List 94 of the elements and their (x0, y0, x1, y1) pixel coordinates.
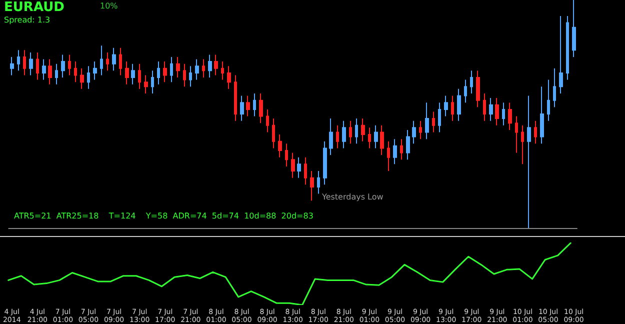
candlestick (495, 98, 499, 126)
candlestick (125, 61, 129, 85)
candlestick (368, 127, 371, 149)
candlestick (214, 54, 218, 76)
candlestick (438, 102, 441, 133)
candlestick (553, 68, 556, 108)
candlestick (310, 170, 314, 202)
candlestick (425, 102, 429, 140)
candlestick (266, 108, 269, 133)
candlestick (195, 58, 199, 80)
text: Spread: 1.3 (4, 16, 50, 24)
candlestick (55, 63, 58, 85)
candlestick (393, 138, 397, 165)
candlestick (464, 79, 467, 104)
candlestick (336, 124, 339, 149)
candlestick (342, 120, 346, 149)
candlestick (48, 58, 52, 85)
candlestick (23, 50, 26, 76)
candlestick (349, 120, 352, 144)
candlestick (515, 116, 518, 154)
candlestick (502, 102, 505, 126)
candlestick (508, 102, 512, 130)
annotation: ATR5=21 ATR25=18 T=124 Y=58 ADR=74 5d=74 10d=88 20d=83 (14, 212, 314, 220)
candlestick (87, 66, 90, 90)
candlestick (329, 118, 333, 156)
candlestick (285, 143, 288, 167)
candlestick (572, 0, 576, 58)
candlestick (208, 54, 212, 78)
candlestick (444, 95, 448, 117)
candlestick (527, 95, 531, 228)
candlestick (138, 63, 141, 90)
candlestick (476, 70, 480, 108)
candlestick (387, 140, 390, 172)
candlestick (374, 124, 378, 149)
candlestick (259, 92, 263, 124)
candlestick (240, 95, 244, 122)
candlestick (278, 134, 282, 158)
candlestick (355, 118, 358, 144)
candlestick (106, 52, 109, 72)
candlestick (163, 61, 167, 83)
candlestick (29, 52, 33, 76)
candlestick (80, 68, 84, 90)
candlestick (272, 118, 275, 149)
candlestick (457, 88, 461, 122)
candlestick (412, 120, 416, 144)
candlestick (451, 95, 454, 122)
candlestick (246, 95, 250, 117)
candlestick (176, 56, 180, 78)
annotation: Yesterdays Low (321, 192, 384, 202)
candlestick (93, 61, 97, 80)
candlestick (112, 47, 116, 72)
candlestick (323, 140, 327, 186)
candlestick (68, 54, 71, 76)
candlestick (221, 61, 224, 80)
candlestick (470, 70, 473, 94)
candlestick (253, 92, 256, 117)
candlestick (559, 15, 563, 94)
candlestick (61, 54, 65, 78)
candlestick (400, 138, 403, 160)
candlestick (547, 79, 550, 122)
candlestick (202, 58, 205, 78)
candlestick (36, 52, 39, 80)
candlestick (406, 129, 410, 160)
candlestick (183, 63, 186, 88)
candlestick (361, 118, 365, 142)
candlestick (170, 56, 173, 83)
candlestick (291, 152, 295, 178)
candlestick (489, 98, 493, 122)
annotation: 10% (100, 2, 118, 10)
candlestick (17, 50, 20, 72)
candlestick (521, 124, 524, 165)
candlestick (100, 45, 103, 76)
candlestick (234, 74, 237, 122)
candlestick (189, 66, 192, 88)
candlestick (534, 120, 537, 144)
candlestick (157, 61, 160, 85)
candlestick (432, 111, 435, 133)
candlestick (566, 15, 569, 80)
candlestick (144, 74, 148, 94)
candlestick (151, 70, 154, 94)
candlestick (317, 170, 320, 194)
candlestick (304, 156, 307, 186)
chart-title: EURAUD (4, 0, 65, 15)
candlestick (119, 47, 122, 76)
candlestick (419, 120, 422, 140)
candlestick (227, 66, 231, 90)
candlestick (131, 63, 135, 85)
candlestick (297, 156, 301, 178)
candlestick (10, 56, 14, 76)
candlestick (540, 86, 544, 144)
candlestick (42, 58, 46, 80)
candlestick (380, 124, 384, 156)
candlestick (74, 61, 77, 83)
candlestick (483, 92, 486, 122)
